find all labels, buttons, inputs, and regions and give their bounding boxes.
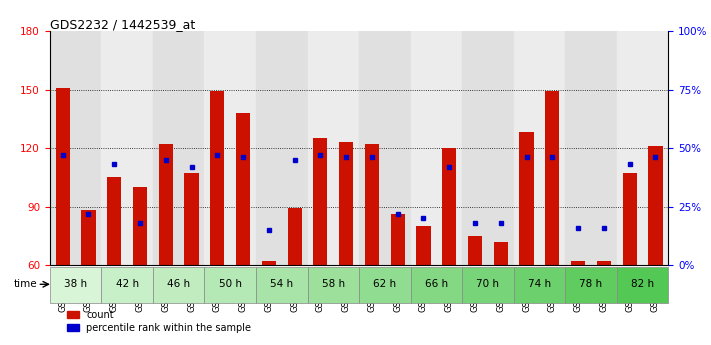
Bar: [571, 261, 585, 265]
Bar: [133, 187, 147, 265]
Bar: [616, 267, 668, 303]
Text: 38 h: 38 h: [64, 279, 87, 289]
Bar: [520, 132, 534, 265]
Bar: [545, 91, 560, 265]
Text: 50 h: 50 h: [219, 279, 242, 289]
Text: 62 h: 62 h: [373, 279, 397, 289]
Bar: [442, 148, 456, 265]
Bar: [565, 31, 616, 265]
Bar: [616, 31, 668, 265]
Bar: [365, 144, 379, 265]
Bar: [101, 31, 153, 265]
Bar: [623, 174, 637, 265]
Text: time: time: [14, 279, 38, 289]
Bar: [55, 88, 70, 265]
Text: 74 h: 74 h: [528, 279, 551, 289]
Bar: [159, 144, 173, 265]
Bar: [50, 267, 101, 303]
Text: 58 h: 58 h: [321, 279, 345, 289]
Bar: [184, 174, 198, 265]
Bar: [339, 142, 353, 265]
Legend: count, percentile rank within the sample: count, percentile rank within the sample: [67, 310, 252, 333]
Bar: [468, 236, 482, 265]
Bar: [287, 208, 301, 265]
Bar: [359, 31, 411, 265]
Bar: [307, 31, 359, 265]
Bar: [210, 91, 225, 265]
Bar: [50, 31, 101, 265]
Bar: [307, 267, 359, 303]
Bar: [648, 146, 663, 265]
Bar: [81, 210, 95, 265]
Bar: [417, 226, 431, 265]
Bar: [314, 138, 328, 265]
Text: 82 h: 82 h: [631, 279, 654, 289]
Bar: [236, 113, 250, 265]
Bar: [153, 31, 205, 265]
Bar: [101, 267, 153, 303]
Bar: [390, 214, 405, 265]
Text: 46 h: 46 h: [167, 279, 191, 289]
Text: 42 h: 42 h: [115, 279, 139, 289]
Bar: [493, 241, 508, 265]
Bar: [513, 267, 565, 303]
Bar: [262, 261, 276, 265]
Bar: [107, 177, 122, 265]
Bar: [205, 31, 256, 265]
Bar: [359, 267, 411, 303]
Text: GDS2232 / 1442539_at: GDS2232 / 1442539_at: [50, 18, 195, 31]
Text: 70 h: 70 h: [476, 279, 499, 289]
Bar: [597, 261, 611, 265]
Bar: [256, 31, 307, 265]
Text: 66 h: 66 h: [424, 279, 448, 289]
Bar: [565, 267, 616, 303]
Bar: [513, 31, 565, 265]
Bar: [462, 31, 513, 265]
Bar: [411, 31, 462, 265]
Bar: [411, 267, 462, 303]
Text: 54 h: 54 h: [270, 279, 294, 289]
Text: 78 h: 78 h: [579, 279, 603, 289]
Bar: [462, 267, 513, 303]
Bar: [256, 267, 307, 303]
Bar: [153, 267, 205, 303]
Bar: [205, 267, 256, 303]
